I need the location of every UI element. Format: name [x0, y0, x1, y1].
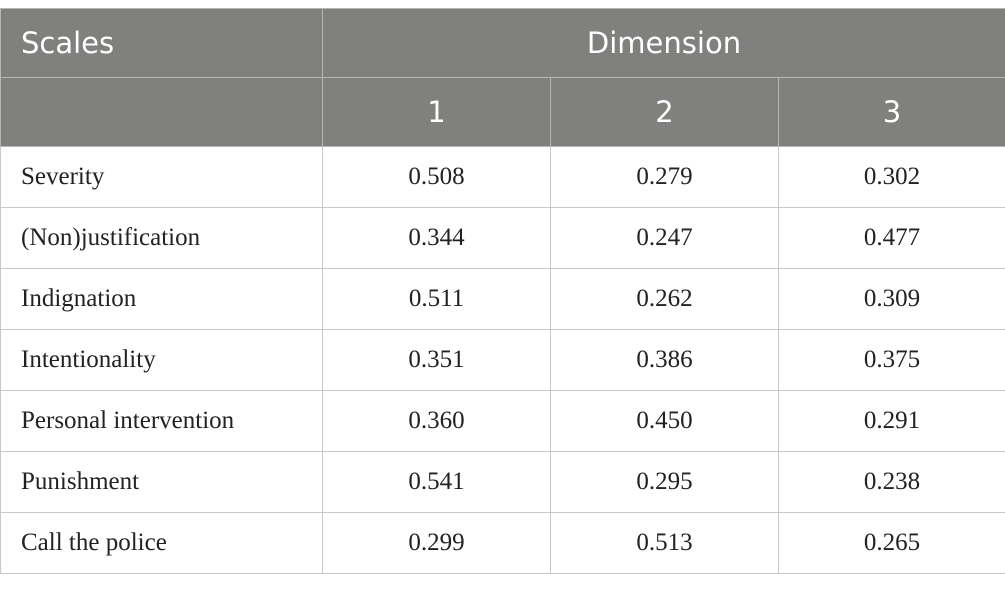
table-row: Intentionality 0.351 0.386 0.375: [0, 329, 1005, 391]
value-cell: 0.262: [550, 268, 779, 330]
header-cell: 1: [322, 77, 551, 147]
value-cell: 0.386: [550, 329, 779, 391]
row-label: Intentionality: [0, 329, 323, 391]
row-label: Call the police: [0, 512, 323, 574]
value-cell: 0.541: [322, 451, 551, 513]
value-cell: 0.477: [778, 207, 1005, 269]
value-cell: 0.344: [322, 207, 551, 269]
value-cell: 0.360: [322, 390, 551, 452]
header-cell: 2: [550, 77, 779, 147]
value-cell: 0.351: [322, 329, 551, 391]
header-cell: 3: [778, 77, 1005, 147]
value-cell: 0.299: [322, 512, 551, 574]
table-row: Personal intervention 0.360 0.450 0.291: [0, 390, 1005, 452]
table-row: Call the police 0.299 0.513 0.265: [0, 512, 1005, 574]
row-label: Indignation: [0, 268, 323, 330]
header-cell: [0, 77, 323, 147]
row-label: Personal intervention: [0, 390, 323, 452]
value-cell: 0.238: [778, 451, 1005, 513]
header-row: Scales Dimension: [0, 8, 1005, 78]
value-cell: 0.513: [550, 512, 779, 574]
row-label: (Non)justification: [0, 207, 323, 269]
value-cell: 0.291: [778, 390, 1005, 452]
header-cell: Scales: [0, 8, 323, 78]
table-row: Severity 0.508 0.279 0.302: [0, 146, 1005, 208]
row-label: Severity: [0, 146, 323, 208]
table-body: Severity 0.508 0.279 0.302 (Non)justificatio…: [0, 146, 1005, 574]
header-cell: Dimension: [322, 8, 1005, 78]
table-row: Indignation 0.511 0.262 0.309: [0, 268, 1005, 330]
value-cell: 0.302: [778, 146, 1005, 208]
value-cell: 0.279: [550, 146, 779, 208]
value-cell: 0.265: [778, 512, 1005, 574]
value-cell: 0.508: [322, 146, 551, 208]
value-cell: 0.375: [778, 329, 1005, 391]
table-row: Punishment 0.541 0.295 0.238: [0, 451, 1005, 513]
value-cell: 0.295: [550, 451, 779, 513]
value-cell: 0.247: [550, 207, 779, 269]
value-cell: 0.309: [778, 268, 1005, 330]
value-cell: 0.511: [322, 268, 551, 330]
row-label: Punishment: [0, 451, 323, 513]
table-row: (Non)justification 0.344 0.247 0.477: [0, 207, 1005, 269]
value-cell: 0.450: [550, 390, 779, 452]
